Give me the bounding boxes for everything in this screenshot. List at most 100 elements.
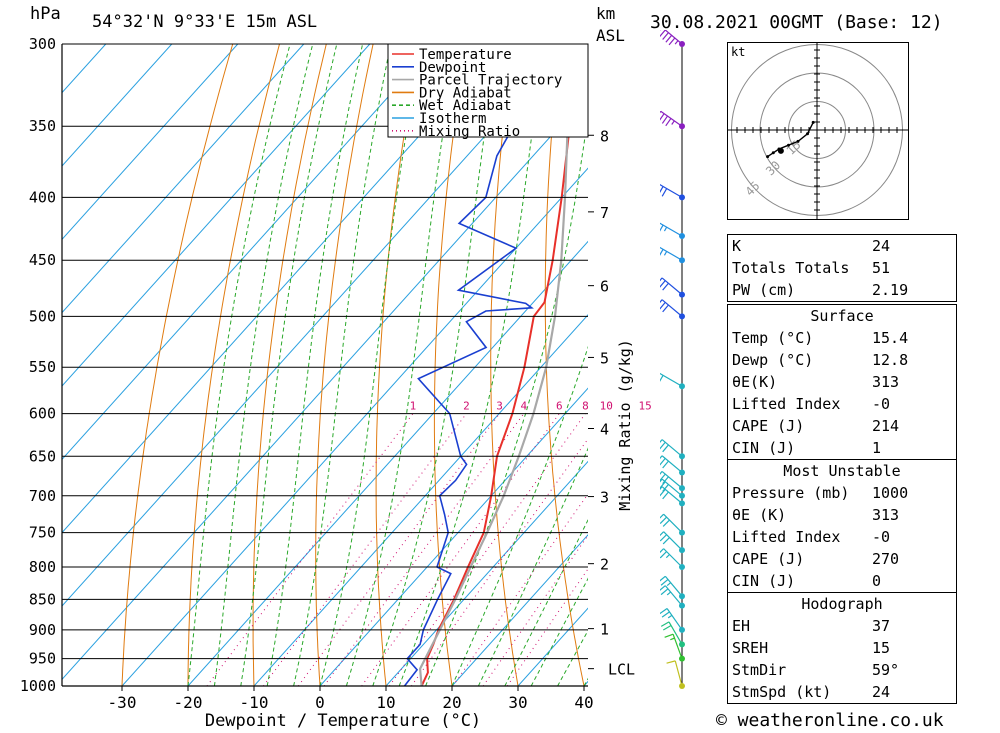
wind-barb-flag bbox=[660, 548, 665, 554]
wind-barb-staff bbox=[666, 608, 683, 631]
surface-value: 214 bbox=[872, 417, 900, 435]
wind-barb-flag bbox=[660, 531, 665, 537]
legend-box bbox=[387, 43, 589, 138]
pressure-tick-label: 950 bbox=[29, 650, 56, 668]
pressure-tick-label: 650 bbox=[29, 447, 56, 465]
surface-row: CIN (J) 1 bbox=[728, 437, 956, 459]
most-unstable-title: Most Unstable bbox=[783, 462, 901, 480]
wind-barb-flag bbox=[660, 513, 665, 519]
wind-barb-dot bbox=[679, 313, 685, 320]
isotherm-line bbox=[62, 44, 371, 387]
hodograph-param-row: SREH 15 bbox=[728, 637, 956, 659]
isotherm-line bbox=[451, 534, 588, 686]
x-axis-label: Dewpoint / Temperature (°C) bbox=[205, 711, 481, 731]
wind-barb-staff bbox=[660, 246, 683, 261]
surface-title: Surface bbox=[810, 307, 874, 325]
wind-barb-dot bbox=[679, 492, 685, 499]
wind-barb-flag bbox=[660, 575, 666, 582]
mixing-ratio-label: 15 bbox=[639, 400, 652, 413]
wind-barb-flag bbox=[660, 280, 666, 288]
wind-barb-flag bbox=[660, 113, 665, 121]
wind-barb-dot bbox=[679, 291, 685, 298]
wind-barb-dot bbox=[679, 41, 685, 47]
surface-row: Lifted Index -0 bbox=[728, 393, 956, 415]
wind-barb-flag bbox=[662, 519, 670, 527]
km-tick-label: 5 bbox=[600, 349, 609, 367]
hodograph-point bbox=[771, 151, 775, 155]
hodograph-point bbox=[806, 132, 809, 136]
wind-barb-dot bbox=[679, 602, 685, 609]
wind-barb-flag bbox=[660, 579, 669, 586]
wind-barb-flag bbox=[664, 633, 674, 638]
most-unstable-row: CIN (J) 0 bbox=[728, 570, 956, 592]
isotherm-line bbox=[385, 460, 588, 686]
index-value: 24 bbox=[872, 237, 891, 255]
wind-barb-flag bbox=[660, 608, 668, 615]
mixing-ratio-label: 3 bbox=[496, 400, 503, 413]
pressure-tick-label: 850 bbox=[29, 590, 56, 608]
mixing-ratio-line bbox=[361, 413, 560, 686]
pressure-tick-label: 550 bbox=[29, 358, 56, 376]
wind-barb-flag bbox=[660, 441, 666, 450]
surface-label: CAPE (J) bbox=[732, 417, 805, 435]
pressure-tick-label: 600 bbox=[29, 405, 56, 423]
wind-barb-flag bbox=[662, 444, 669, 453]
isotherm-line bbox=[121, 167, 588, 686]
hodograph-param-value: 59° bbox=[872, 661, 900, 679]
x-tick-label: 0 bbox=[315, 693, 325, 712]
surface-label: Lifted Index bbox=[732, 395, 841, 413]
hodograph-param-value: 15 bbox=[872, 639, 891, 657]
isotherm-line bbox=[187, 240, 588, 686]
storm-motion-marker bbox=[777, 147, 784, 154]
legend-label: Isotherm bbox=[419, 111, 486, 127]
km-tick-label: LCL bbox=[608, 661, 635, 679]
km-tick-label: 1 bbox=[600, 621, 609, 639]
mixing-ratio-label: 2 bbox=[463, 400, 470, 413]
most-unstable-value: 0 bbox=[872, 572, 882, 590]
series-line-temperature bbox=[420, 44, 582, 686]
wind-barb-flag bbox=[662, 624, 672, 631]
wind-barb-flag bbox=[660, 439, 663, 443]
wind-barb-flag bbox=[660, 455, 663, 460]
wind-barb-flag bbox=[660, 488, 666, 497]
wind-barb-half-flag bbox=[667, 614, 673, 619]
x-tick-label: -30 bbox=[108, 693, 137, 712]
skewt-diagram: 3003504004505005506006507007508008509009… bbox=[20, 35, 652, 731]
most-unstable-value: 1000 bbox=[872, 484, 909, 502]
wind-barb-half-flag bbox=[666, 582, 672, 587]
wind-barb-dot bbox=[679, 485, 685, 492]
wind-barb-half-flag bbox=[663, 251, 668, 256]
wind-barb-dot bbox=[679, 683, 685, 689]
wind-barb-flag bbox=[660, 471, 663, 475]
wind-barb-dot bbox=[679, 257, 685, 264]
wet-adiabat-line bbox=[213, 44, 314, 686]
hodograph-param-label: StmDir bbox=[732, 661, 787, 679]
wind-barb-flag bbox=[660, 478, 663, 483]
legend-label: Temperature bbox=[419, 47, 512, 63]
surface-value: 12.8 bbox=[872, 351, 909, 369]
wind-barb-staff bbox=[660, 222, 683, 237]
wind-barb-flag bbox=[665, 118, 672, 127]
wind-barb-flag bbox=[662, 484, 669, 492]
hodograph-param-row: EH 37 bbox=[728, 615, 956, 637]
most-unstable-row: CAPE (J) 270 bbox=[728, 548, 956, 570]
most-unstable-panel: Most Unstable Pressure (mb) 1000 θE (K) 313 L… bbox=[727, 459, 957, 593]
isotherm-line bbox=[62, 94, 588, 681]
most-unstable-value: -0 bbox=[872, 528, 891, 546]
pressure-tick-label: 800 bbox=[29, 558, 56, 576]
wind-barb-dot bbox=[679, 232, 685, 239]
wind-barb-flag bbox=[661, 188, 668, 197]
plot-area bbox=[62, 44, 588, 686]
isotherm-line bbox=[62, 44, 437, 461]
surface-panel: Surface Temp (°C) 15.4 Dewp (°C) 12.8 θE(K) 31… bbox=[727, 304, 957, 460]
isotherm-line bbox=[62, 44, 305, 314]
wind-barb-flag bbox=[662, 491, 669, 500]
wind-barb-staff bbox=[661, 299, 683, 317]
surface-value: 313 bbox=[872, 373, 900, 391]
legend-label: Parcel Trajectory bbox=[419, 73, 562, 89]
indices-panel: K 24 Totals Totals 51 PW (cm) 2.19 bbox=[727, 234, 957, 302]
hodograph-panel: Hodograph EH 37 SREH 15 StmDir 59° StmSpd (kt) 2… bbox=[727, 592, 957, 704]
mixing-ratio-line bbox=[262, 413, 467, 686]
wind-barb-dot bbox=[679, 123, 685, 130]
surface-label: Temp (°C) bbox=[732, 329, 814, 347]
